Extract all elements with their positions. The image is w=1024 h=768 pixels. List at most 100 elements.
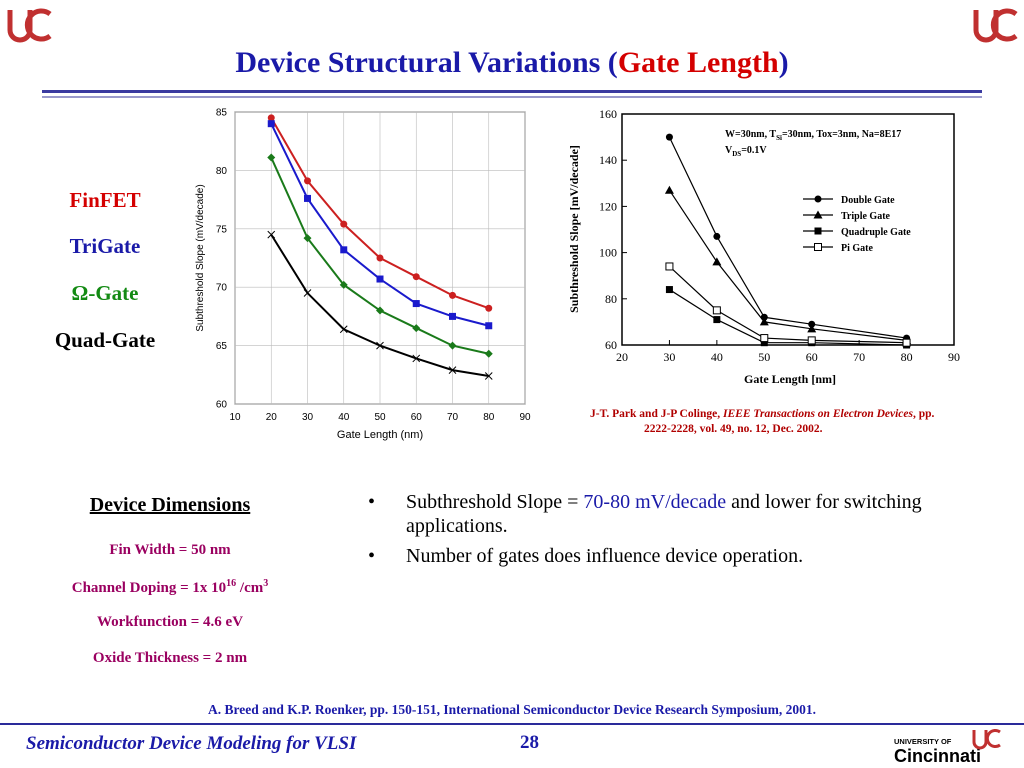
data-point: [376, 341, 384, 350]
x-tick-label: 30: [302, 412, 314, 423]
x-tick-label: 60: [806, 350, 818, 364]
right-chart-annotation: W=30nm, TSi=30nm, Tox=3nm, Na=8E17: [725, 129, 901, 142]
y-tick-label: 80: [216, 166, 228, 177]
x-tick-label: 20: [266, 412, 278, 423]
footer-course-title: Semiconductor Device Modeling for VLSI: [26, 733, 357, 754]
data-point: [376, 254, 384, 262]
data-point: [412, 324, 421, 333]
y-tick-label: 85: [216, 108, 228, 119]
y-tick-label: 60: [605, 338, 617, 352]
data-point: [713, 316, 721, 324]
y-tick-label: 75: [216, 224, 228, 235]
x-tick-label: 50: [758, 350, 770, 364]
legend-label: Pi Gate: [841, 243, 873, 254]
data-point: [665, 133, 673, 141]
data-point: [267, 114, 275, 122]
data-point: [485, 304, 493, 312]
legend-marker: [814, 195, 822, 203]
data-point: [665, 262, 674, 271]
data-point: [449, 312, 456, 320]
uc-logo-icon: [7, 8, 52, 43]
x-tick-label: 30: [663, 350, 675, 364]
data-point: [712, 257, 722, 266]
right-chart-citation: J-T. Park and J-P Colinge, IEEE Transact…: [590, 408, 935, 435]
x-tick-label: 40: [338, 412, 350, 423]
y-tick-label: 120: [599, 199, 617, 213]
legend-label: Quadruple Gate: [841, 227, 911, 238]
data-point: [759, 317, 769, 326]
x-tick-label: 90: [948, 350, 960, 364]
data-point: [449, 291, 456, 299]
legend-quad-gate: Quad-Gate: [54, 328, 156, 352]
footer-divider: [0, 723, 1024, 725]
y-tick-label: 140: [599, 153, 617, 167]
legend-omega-gate: Ω-Gate: [71, 281, 139, 305]
slide-title: Device Structural Variations (Gate Lengt…: [235, 46, 789, 79]
title-divider-thin: [42, 96, 982, 98]
data-point: [485, 322, 493, 330]
x-tick-label: 50: [374, 412, 386, 423]
data-point: [267, 230, 276, 239]
data-point: [808, 320, 816, 328]
y-tick-label: 70: [216, 283, 228, 294]
y-tick-label: 80: [605, 292, 617, 306]
data-point: [304, 177, 311, 185]
title-divider: [42, 90, 982, 93]
right-chart: 20 30 40 50 60 70 80 90 60 80 100 120 140 160 W=30nm,…: [560, 104, 970, 390]
data-point: [340, 220, 348, 228]
data-point: [303, 234, 312, 243]
data-point: [448, 341, 457, 350]
data-point: [304, 194, 311, 202]
data-point: [902, 338, 911, 347]
legend-label: Triple Gate: [841, 211, 891, 222]
x-tick-label: 10: [229, 412, 241, 423]
data-point: [412, 300, 420, 308]
y-tick-label: 65: [216, 341, 228, 352]
left-chart: 10 20 30 40 50 60 70 80 90 60 65 70 75 80 85 Gate Leng…: [185, 100, 537, 445]
data-point: [376, 306, 384, 315]
data-point: [448, 366, 457, 374]
bullet-list: • Subthreshold Slope = 70-80 mV/decade a…: [368, 490, 1008, 574]
data-point: [267, 153, 276, 162]
data-point: [760, 334, 769, 343]
x-tick-label: 70: [853, 350, 865, 364]
page-number: 28: [520, 732, 539, 753]
right-chart-ylabel: Subthreshold Slope [mV/decade]: [567, 145, 581, 313]
bottom-citation: A. Breed and K.P. Roenker, pp. 150-151, …: [207, 702, 816, 717]
data-point: [339, 325, 348, 334]
bullet-item: • Number of gates does influence device …: [368, 545, 804, 567]
legend-marker: [814, 243, 822, 251]
legend-trigate: TriGate: [69, 234, 141, 258]
x-tick-label: 60: [411, 412, 423, 423]
university-logo-icon: UNIVERSITY OF Cincinnati: [894, 729, 1001, 766]
data-point: [340, 246, 348, 254]
x-tick-label: 80: [483, 412, 495, 423]
x-tick-label: 40: [711, 350, 723, 364]
data-point: [760, 339, 768, 347]
data-point: [713, 232, 721, 240]
uc-logo-icon: [973, 8, 1018, 43]
data-point: [267, 120, 275, 128]
data-point: [807, 336, 816, 345]
data-point: [339, 280, 348, 289]
right-chart-xlabel: Gate Length [nm]: [744, 372, 836, 386]
y-tick-label: 60: [216, 400, 228, 411]
data-point: [712, 306, 721, 315]
legend-marker: [814, 227, 822, 235]
data-point: [303, 289, 312, 297]
data-point: [664, 185, 674, 194]
data-point: [484, 372, 493, 380]
legend-marker: [813, 210, 823, 219]
y-tick-label: 160: [599, 107, 617, 121]
data-point: [665, 286, 673, 294]
left-chart-xlabel: Gate Length (nm): [337, 429, 423, 441]
data-point: [376, 275, 384, 283]
legend-finfet: FinFET: [69, 188, 141, 212]
x-tick-label: 80: [901, 350, 913, 364]
x-tick-label: 70: [447, 412, 459, 423]
x-tick-label: 90: [519, 412, 531, 423]
right-chart-annotation-vds: VDS=0.1V: [725, 145, 767, 158]
data-point: [412, 354, 421, 363]
fin-width-text: Fin Width = 50 nm: [109, 542, 231, 558]
device-dimensions-heading: Device Dimensions: [89, 494, 251, 516]
